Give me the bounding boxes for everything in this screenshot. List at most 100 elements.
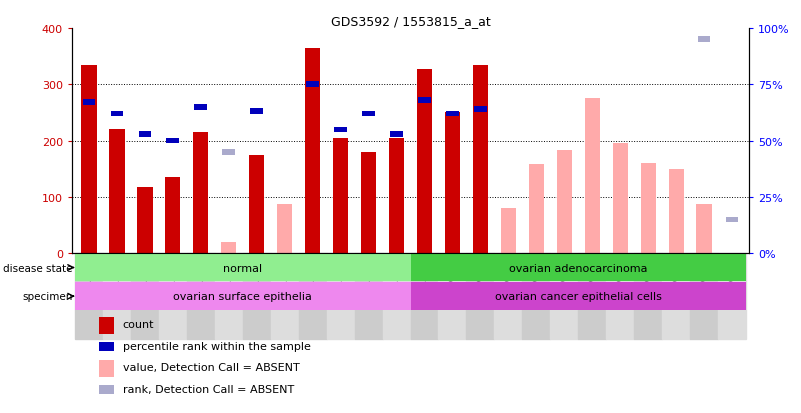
Bar — [446, 112, 459, 117]
Bar — [726, 217, 739, 223]
Bar — [109, 130, 124, 254]
Bar — [221, 242, 236, 254]
Bar — [634, 254, 662, 339]
Bar — [550, 254, 578, 339]
Bar — [438, 254, 466, 339]
Bar — [698, 37, 710, 43]
Bar — [388, 138, 405, 254]
Bar — [334, 127, 347, 133]
Bar — [74, 283, 410, 310]
Bar — [445, 113, 460, 254]
Bar — [103, 29, 131, 254]
Bar — [606, 254, 634, 339]
Bar — [578, 254, 606, 339]
Bar — [167, 138, 179, 144]
Text: ovarian surface epithelia: ovarian surface epithelia — [173, 292, 312, 301]
Text: disease state: disease state — [3, 263, 73, 273]
Bar — [99, 385, 114, 394]
Bar — [501, 209, 516, 254]
Bar — [187, 29, 215, 254]
Bar — [522, 254, 550, 339]
Text: ovarian cancer epithelial cells: ovarian cancer epithelial cells — [495, 292, 662, 301]
Bar — [74, 29, 103, 254]
Bar — [83, 100, 95, 106]
Bar — [305, 49, 320, 254]
Bar — [474, 107, 487, 113]
Bar — [165, 178, 180, 254]
Bar — [103, 254, 131, 339]
Bar — [383, 29, 410, 254]
Bar — [193, 133, 208, 254]
Bar — [271, 29, 299, 254]
Bar — [223, 150, 235, 155]
Bar — [327, 254, 355, 339]
Bar — [383, 254, 410, 339]
Bar — [494, 29, 522, 254]
Bar — [662, 254, 690, 339]
Bar — [417, 69, 433, 254]
Bar — [410, 29, 438, 254]
Bar — [74, 254, 103, 339]
Bar — [410, 254, 438, 339]
Text: normal: normal — [223, 263, 262, 273]
Text: ovarian adenocarcinoma: ovarian adenocarcinoma — [509, 263, 647, 273]
Bar — [634, 29, 662, 254]
Bar — [690, 254, 718, 339]
Bar — [139, 132, 151, 137]
Bar — [410, 254, 747, 282]
Bar — [215, 29, 243, 254]
Bar — [249, 155, 264, 254]
Bar — [550, 29, 578, 254]
Bar — [243, 29, 271, 254]
Bar — [277, 204, 292, 254]
Bar — [697, 204, 712, 254]
Text: count: count — [123, 319, 155, 329]
Bar — [187, 254, 215, 339]
Bar — [669, 169, 684, 254]
Bar — [355, 29, 383, 254]
Bar — [99, 342, 114, 351]
Text: rank, Detection Call = ABSENT: rank, Detection Call = ABSENT — [123, 384, 294, 394]
Bar — [131, 29, 159, 254]
Bar — [131, 254, 159, 339]
Bar — [159, 29, 187, 254]
Text: value, Detection Call = ABSENT: value, Detection Call = ABSENT — [123, 362, 300, 373]
Bar — [333, 138, 348, 254]
Bar — [81, 65, 97, 254]
Text: percentile rank within the sample: percentile rank within the sample — [123, 341, 311, 351]
Bar — [606, 29, 634, 254]
Bar — [271, 254, 299, 339]
Bar — [690, 29, 718, 254]
Bar — [438, 29, 466, 254]
Bar — [195, 105, 207, 110]
Bar — [243, 254, 271, 339]
Bar — [355, 254, 383, 339]
Bar — [529, 165, 544, 254]
Text: specimen: specimen — [22, 292, 73, 301]
Bar — [578, 29, 606, 254]
Bar — [74, 254, 410, 282]
Bar — [306, 82, 319, 88]
Bar — [494, 254, 522, 339]
Bar — [718, 29, 747, 254]
Bar — [99, 360, 114, 377]
Bar — [613, 144, 628, 254]
Bar — [159, 254, 187, 339]
Bar — [99, 317, 114, 334]
Bar — [466, 29, 494, 254]
Bar — [410, 283, 747, 310]
Bar — [215, 254, 243, 339]
Bar — [111, 112, 123, 117]
Title: GDS3592 / 1553815_a_at: GDS3592 / 1553815_a_at — [331, 15, 490, 28]
Bar — [585, 99, 600, 254]
Bar — [662, 29, 690, 254]
Bar — [466, 254, 494, 339]
Bar — [557, 151, 572, 254]
Bar — [390, 132, 403, 137]
Bar — [641, 164, 656, 254]
Bar — [473, 65, 488, 254]
Bar — [251, 109, 263, 115]
Bar — [362, 112, 375, 117]
Bar — [718, 254, 747, 339]
Bar — [327, 29, 355, 254]
